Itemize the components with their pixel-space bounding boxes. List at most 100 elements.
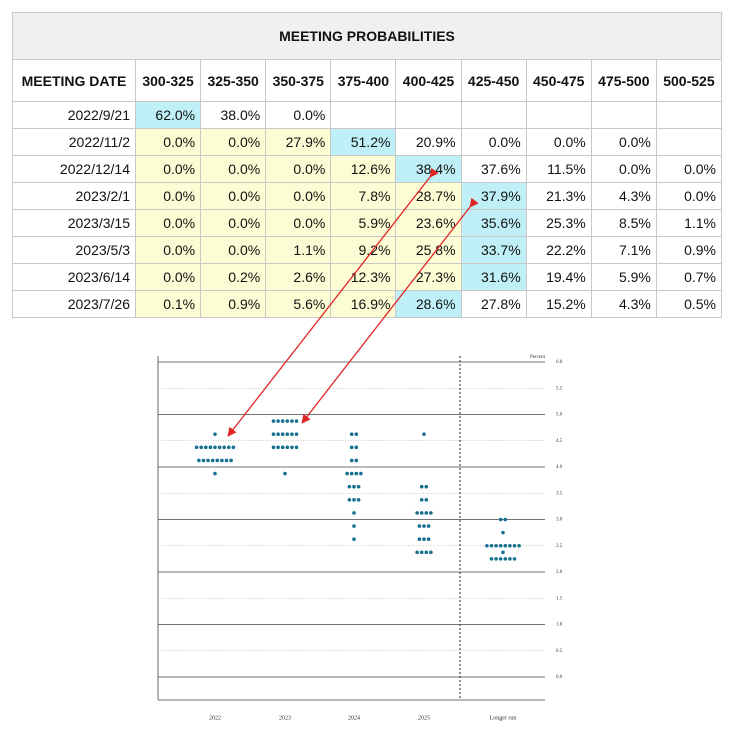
table-row: 2022/12/14 0.0% 0.0% 0.0% 12.6% 38.4% 37.6% 11.…: [12, 155, 723, 183]
probability-cell: 0.0%: [525, 128, 592, 156]
column-header: 375-400: [330, 59, 397, 102]
x-tick-label: Longer run: [490, 715, 517, 721]
probability-cell: 0.0%: [590, 155, 657, 183]
probability-cell: 0.2%: [200, 263, 267, 291]
dot: [512, 557, 517, 561]
dot: [512, 543, 517, 548]
probability-cell: 4.3%: [590, 182, 657, 210]
probability-cell: 0.0%: [265, 101, 332, 129]
probability-cell: 0.0%: [134, 209, 202, 237]
column-header: 300-325: [134, 59, 202, 102]
dot: [349, 432, 354, 436]
probability-cell: [525, 101, 592, 129]
dot: [215, 458, 220, 463]
probability-cell: 0.0%: [265, 209, 332, 237]
y-tick-label: 5.0: [556, 413, 563, 418]
column-header: MEETING DATE: [12, 59, 136, 102]
table-row: 2023/2/1 0.0% 0.0% 0.0% 7.8% 28.7% 37.9% 21.3% 4…: [12, 182, 723, 210]
probability-cell: [395, 101, 462, 129]
dot: [508, 543, 512, 548]
probability-cell: 0.0%: [134, 128, 202, 156]
table-row: 2023/7/26 0.1% 0.9% 5.6% 16.9% 28.6% 27.8% 15.2…: [12, 290, 723, 318]
probability-cell: 0.0%: [134, 236, 202, 264]
y-axis-label: Percent: [530, 355, 546, 360]
probability-cell: 0.5%: [655, 290, 723, 318]
dot: [283, 471, 287, 476]
dot: [422, 524, 426, 528]
probability-cell: 2.6%: [265, 263, 332, 291]
probability-cell: 11.5%: [525, 155, 592, 183]
dot: [213, 445, 217, 450]
dot: [349, 458, 354, 463]
dot: [213, 432, 217, 436]
x-tick-label: 2022: [209, 715, 221, 721]
probability-cell: 37.9%: [460, 182, 527, 210]
probability-cell: 0.0%: [655, 182, 723, 210]
probability-cell: 38.4%: [395, 155, 462, 183]
dot: [347, 484, 352, 489]
dot: [503, 517, 508, 522]
y-tick-label: 2.5: [556, 544, 563, 549]
y-tick-label: 6.0: [556, 360, 563, 365]
column-header: 500-525: [655, 59, 723, 102]
probability-cell: 5.9%: [590, 263, 657, 291]
dot: [415, 511, 419, 515]
column-header: 425-450: [460, 59, 527, 102]
y-tick-label: 5.5: [556, 386, 563, 391]
meeting-date: 2023/3/15: [12, 209, 136, 237]
dot: [517, 543, 521, 548]
x-tick-label: 2025: [418, 715, 430, 721]
probability-cell: 4.3%: [590, 290, 657, 318]
x-tick-label: 2023: [279, 715, 291, 721]
meeting-date: 2023/6/14: [12, 263, 136, 291]
dot: [280, 432, 285, 436]
dot: [501, 530, 505, 535]
dot: [280, 445, 285, 450]
column-header: 400-425: [395, 59, 462, 102]
dot: [276, 432, 280, 436]
table-row: 2022/11/2 0.0% 0.0% 27.9% 51.2% 20.9% 0.0% 0.0%…: [12, 128, 723, 156]
dot: [489, 543, 494, 548]
dot: [349, 445, 354, 450]
dot: [356, 498, 361, 502]
dot: [422, 432, 426, 436]
dot: [429, 511, 433, 515]
dot: [290, 432, 294, 436]
probability-cell: 51.2%: [330, 128, 397, 156]
probability-cell: 0.7%: [655, 263, 723, 291]
probability-cell: 15.2%: [525, 290, 592, 318]
meeting-date: 2022/12/14: [12, 155, 136, 183]
probability-cell: 25.3%: [525, 209, 592, 237]
dot: [415, 550, 419, 555]
probability-cell: 0.9%: [655, 236, 723, 264]
chart-background: [140, 330, 600, 737]
probability-cell: 9.2%: [330, 236, 397, 264]
probability-cell: 16.9%: [330, 290, 397, 318]
table-row: 2023/5/3 0.0% 0.0% 1.1% 9.2% 25.8% 33.7% 22.2% 7…: [12, 236, 723, 264]
probability-cell: 8.5%: [590, 209, 657, 237]
probability-cell: 12.6%: [330, 155, 397, 183]
dot: [194, 445, 199, 450]
dot: [285, 432, 290, 436]
probability-cell: 0.0%: [460, 128, 527, 156]
probability-cell: 37.6%: [460, 155, 527, 183]
y-tick-label: 0.5: [556, 649, 563, 654]
dot: [210, 458, 215, 463]
probability-cell: 5.9%: [330, 209, 397, 237]
y-tick-label: 0.0: [556, 675, 563, 680]
probability-cell: [655, 128, 723, 156]
probability-cell: 0.0%: [265, 182, 332, 210]
dot: [354, 432, 359, 436]
probability-cell: 7.8%: [330, 182, 397, 210]
dot: [222, 445, 226, 450]
probability-cell: 0.1%: [134, 290, 202, 318]
probability-cell: 27.3%: [395, 263, 462, 291]
dot: [419, 498, 424, 502]
probability-cell: 62.0%: [134, 101, 202, 129]
probability-cell: [655, 101, 723, 129]
x-tick-label: 2024: [348, 715, 360, 721]
dot: [508, 557, 512, 561]
dot: [503, 543, 508, 548]
probability-cell: 0.0%: [590, 128, 657, 156]
